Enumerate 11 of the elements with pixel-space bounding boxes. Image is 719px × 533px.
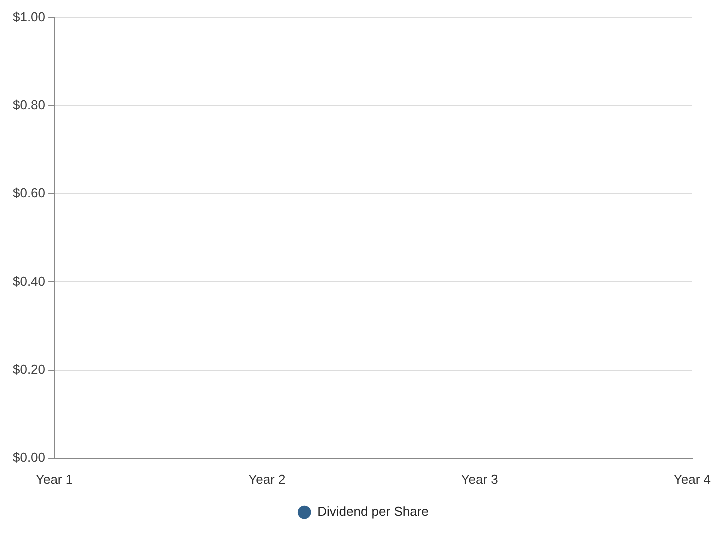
y-tick-label: $0.60 bbox=[12, 186, 46, 201]
y-tick-label: $1.00 bbox=[12, 10, 46, 25]
y-tick-label: $0.00 bbox=[12, 450, 46, 465]
legend-label: Dividend per Share bbox=[318, 504, 429, 520]
y-tick-label: $0.80 bbox=[12, 98, 46, 113]
x-tick-label: Year 3 bbox=[461, 472, 498, 487]
x-tick-label: Year 1 bbox=[36, 472, 74, 487]
x-tick-label: Year 4 bbox=[674, 472, 711, 487]
y-tick-label: $0.40 bbox=[12, 274, 46, 289]
y-tick-label: $0.20 bbox=[12, 362, 46, 377]
x-tick-label: Year 2 bbox=[248, 472, 286, 487]
